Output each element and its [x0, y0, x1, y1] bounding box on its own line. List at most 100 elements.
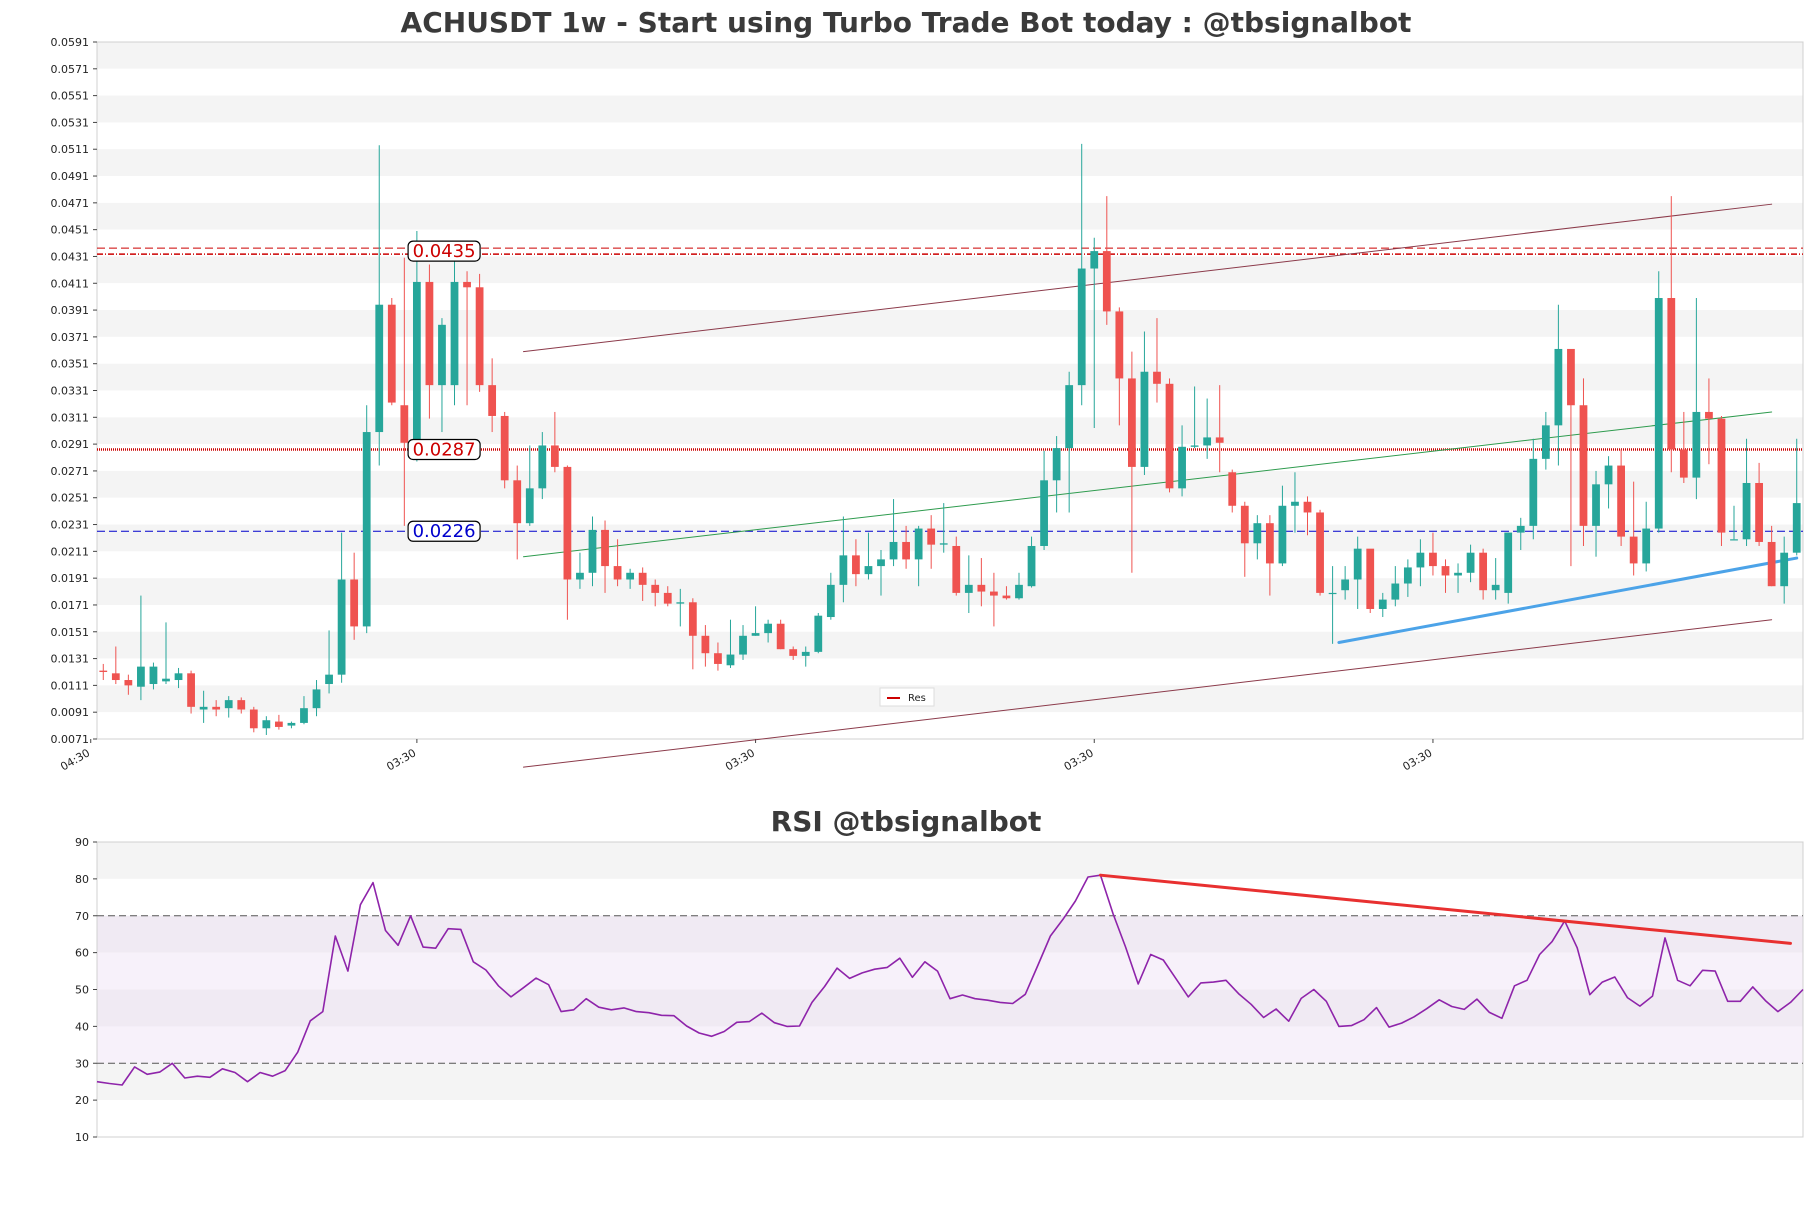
candle-body [1629, 536, 1638, 564]
candle [249, 706, 258, 733]
candle [275, 714, 283, 730]
candle-body [1504, 532, 1513, 593]
candle [1755, 462, 1763, 546]
candle-body [300, 708, 308, 723]
price-band [97, 68, 1803, 96]
candle [1579, 378, 1588, 546]
candle-body [1366, 548, 1375, 609]
rsi-y-tick-label: 10 [75, 1131, 89, 1144]
candle [450, 257, 459, 406]
candle-body [1491, 584, 1500, 591]
candle [1403, 559, 1412, 597]
price-band [97, 176, 1803, 203]
candle-body [1128, 378, 1136, 467]
price-y-tick-label: 0.0171 [51, 599, 90, 612]
candle-body [1353, 548, 1362, 580]
candle-body [1592, 484, 1600, 526]
candle [1416, 539, 1425, 587]
candle-body [601, 529, 609, 567]
candle [1190, 386, 1199, 449]
candle [839, 516, 848, 603]
candle [764, 619, 772, 643]
candle-body [1052, 448, 1061, 481]
candle-body [852, 555, 860, 575]
candle [964, 555, 973, 614]
rsi-y-tick-label: 50 [75, 984, 89, 997]
candle-body [1692, 411, 1701, 478]
candle-body [563, 466, 572, 580]
price-y-tick-label: 0.0111 [51, 679, 90, 692]
rsi-trend-line [1099, 873, 1792, 945]
candle [1140, 331, 1149, 475]
price-y-tick-label: 0.0411 [51, 277, 90, 290]
price-grid-bands [97, 42, 1803, 739]
candle-body [1153, 371, 1161, 384]
candle [425, 264, 434, 419]
candle-body [488, 385, 497, 416]
price-band [97, 149, 1803, 177]
candle [864, 532, 873, 580]
price-band [97, 95, 1803, 123]
candle-body [1002, 595, 1011, 599]
candle-body [1065, 385, 1074, 449]
candle [927, 515, 936, 569]
candle-body [1479, 552, 1488, 591]
candle-body [111, 673, 120, 681]
candle [1454, 563, 1462, 593]
candle [638, 567, 647, 601]
candle-body [789, 649, 798, 656]
price-band [97, 256, 1803, 284]
candle-body [1780, 552, 1789, 587]
rsi-band [97, 915, 1803, 953]
candle [990, 572, 998, 627]
candle-body [1265, 523, 1274, 564]
candle [262, 716, 271, 735]
candle [889, 499, 898, 567]
candle [952, 536, 961, 596]
price-y-tick-label: 0.0511 [51, 143, 90, 156]
candle-body [350, 579, 359, 627]
candle [1253, 515, 1262, 560]
candle-body [902, 541, 910, 560]
candle [852, 539, 860, 587]
candle [1541, 411, 1550, 470]
candle [902, 525, 910, 569]
candle-body [1567, 348, 1575, 406]
candle-body [212, 706, 221, 710]
price-band [97, 202, 1803, 230]
candle [1353, 536, 1362, 609]
candle [1391, 566, 1400, 607]
candle [362, 405, 371, 634]
candle-body [751, 633, 760, 636]
candle-body [626, 572, 635, 580]
candle [826, 572, 835, 620]
candle-body [814, 615, 823, 652]
candle-body [1102, 251, 1111, 312]
candle-body [1215, 437, 1224, 443]
candle-body [588, 529, 597, 573]
candle-body [1253, 523, 1262, 544]
candle-body [312, 689, 321, 709]
candle [1780, 536, 1789, 604]
price-band [97, 283, 1803, 311]
candle-body [1165, 383, 1174, 489]
candle [1679, 411, 1688, 483]
candle-body [550, 445, 559, 467]
candle [751, 606, 760, 636]
candle [1291, 472, 1299, 533]
candle [1002, 586, 1011, 600]
candle [1378, 592, 1387, 618]
candle [149, 662, 158, 690]
candle [463, 271, 471, 406]
candle-body [1378, 599, 1387, 609]
candle-body [1642, 528, 1651, 564]
candle [601, 520, 609, 593]
candle-body [1090, 251, 1099, 269]
candle [174, 667, 183, 689]
candle-body [463, 281, 471, 288]
candle-body [952, 545, 961, 593]
candle-body [801, 651, 810, 656]
price-band [97, 229, 1803, 257]
candle-body [663, 592, 672, 604]
price-band [97, 310, 1803, 337]
